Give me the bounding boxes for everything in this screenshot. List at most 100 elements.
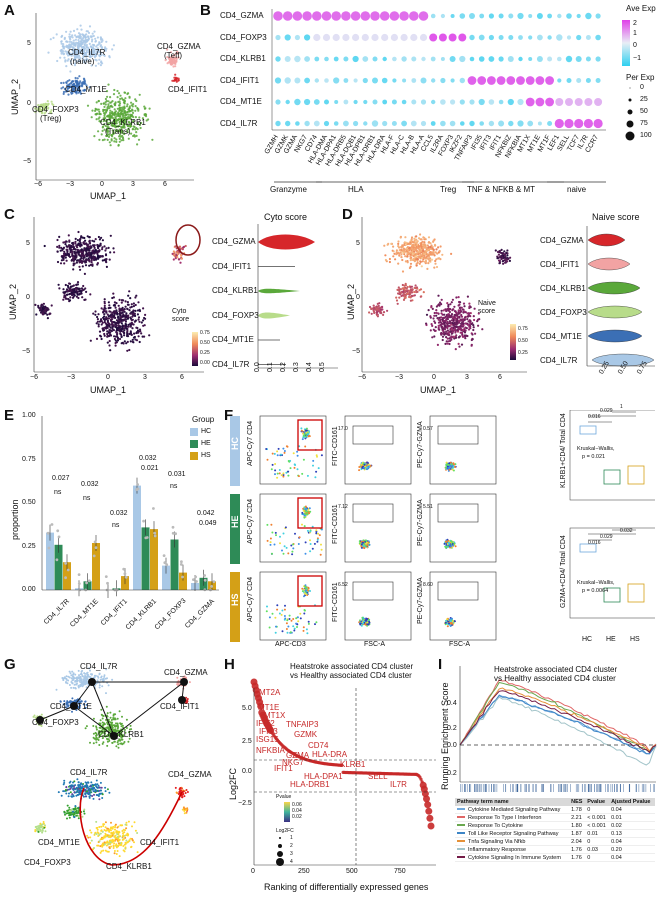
g-top-point xyxy=(105,668,108,671)
umap-d-point xyxy=(506,254,509,257)
umap-d-point xyxy=(446,302,449,305)
umap-a-point xyxy=(76,50,79,53)
g-top-point xyxy=(70,677,73,680)
umap-a-point xyxy=(99,37,103,40)
umap-d-point xyxy=(370,307,373,310)
umap-a-point xyxy=(66,80,69,83)
umap-d-point xyxy=(404,294,407,297)
umap-a-point xyxy=(71,80,74,83)
umap-c-point xyxy=(123,334,126,337)
f-row-color-bar xyxy=(230,494,240,564)
umap-c-point xyxy=(120,316,123,319)
umap-d-point xyxy=(414,241,417,244)
g-top-point xyxy=(98,672,101,675)
umap-a-point xyxy=(93,48,97,51)
dot-b-point xyxy=(450,99,456,105)
umap-d-point xyxy=(426,244,429,247)
umap-c-point xyxy=(91,239,94,242)
umap-d-point xyxy=(435,248,438,251)
umap-d-point xyxy=(416,240,419,243)
umap-a-point xyxy=(91,52,94,55)
umap-c-point xyxy=(122,299,125,302)
umap-c-point xyxy=(69,247,72,250)
f-event-point xyxy=(309,539,311,542)
f-box2-box-he xyxy=(603,587,621,603)
f-event-point xyxy=(303,516,306,519)
umap-c-point xyxy=(114,341,117,345)
umap-d-point xyxy=(453,329,456,332)
dot-b-point xyxy=(343,120,349,127)
umap-c-point xyxy=(138,320,141,323)
umap-d-point xyxy=(436,343,439,346)
f-box2-pval-1: 0.029 xyxy=(600,534,613,540)
d-xtick-1: −3 xyxy=(395,374,403,381)
umap-d-point xyxy=(400,256,403,259)
umap-d-point xyxy=(398,288,401,291)
umap-a-point xyxy=(103,48,106,51)
umap-c-point xyxy=(35,313,38,316)
dot-b-point xyxy=(517,12,524,20)
umap-a-point xyxy=(79,60,82,63)
dot-b-point xyxy=(292,11,303,21)
umap-c-point xyxy=(42,302,45,305)
umap-a-point xyxy=(68,79,71,82)
umap-a-point xyxy=(75,85,78,88)
umap-a-point xyxy=(98,41,101,44)
umap-d-point xyxy=(448,342,451,346)
umap-d-point xyxy=(448,310,451,314)
f-plot-frame xyxy=(429,493,497,563)
d-ytick-1: 0 xyxy=(356,294,360,301)
umap-d-point xyxy=(453,315,456,318)
panel-label-h: H xyxy=(224,656,235,673)
dot-b-point xyxy=(284,34,291,41)
f-event-point xyxy=(368,621,371,624)
umap-d-point xyxy=(418,262,421,265)
e-point xyxy=(77,573,81,576)
e-point xyxy=(171,531,175,535)
g-top-point xyxy=(91,673,93,676)
f-event-point xyxy=(367,623,370,626)
e-sig-label: 0.032 xyxy=(81,481,99,488)
g-top-point xyxy=(67,679,70,682)
umap-c-point xyxy=(182,246,185,249)
umap-a-point xyxy=(82,37,85,40)
f-event-point xyxy=(299,612,302,615)
dot-b-point xyxy=(469,13,475,19)
f-event-point xyxy=(279,542,281,545)
f-event-point xyxy=(362,544,365,547)
umap-d-point xyxy=(453,335,456,338)
umap-c-point xyxy=(95,322,98,325)
umap-a-point xyxy=(166,48,169,51)
f-event-point xyxy=(287,625,290,628)
e-ytick: 1.00 xyxy=(22,412,36,419)
c-legend-tick-1: 0.50 xyxy=(200,340,210,346)
dot-b-point xyxy=(391,121,397,126)
umap-c-point xyxy=(108,325,111,328)
umap-a-point xyxy=(148,107,151,110)
dot-b-point xyxy=(498,13,504,19)
umap-a-point xyxy=(126,111,129,114)
e-point xyxy=(94,546,98,549)
dot-b-point xyxy=(333,56,339,62)
umap-a-point xyxy=(94,109,97,112)
umap-a-point xyxy=(170,60,173,63)
umap-d-point xyxy=(401,258,404,262)
umap-c-point xyxy=(106,330,109,333)
umap-a-point xyxy=(112,44,115,47)
umap-c-point xyxy=(136,329,140,332)
panel-e-barchart xyxy=(41,416,219,598)
umap-c-point xyxy=(81,288,85,292)
umap-c-point xyxy=(142,307,145,310)
umap-d-point xyxy=(459,306,462,309)
dot-b-point xyxy=(518,35,523,40)
f-event-point xyxy=(363,466,365,469)
umap-a-point xyxy=(95,118,98,121)
dot-b-point xyxy=(321,11,332,21)
e-point xyxy=(93,540,97,544)
f-event-point xyxy=(302,458,305,461)
umap-a-point xyxy=(65,44,68,47)
dot-b-point xyxy=(507,56,514,62)
umap-a-point xyxy=(118,104,121,107)
umap-a-point xyxy=(109,96,112,99)
dot-b-point xyxy=(459,55,466,63)
